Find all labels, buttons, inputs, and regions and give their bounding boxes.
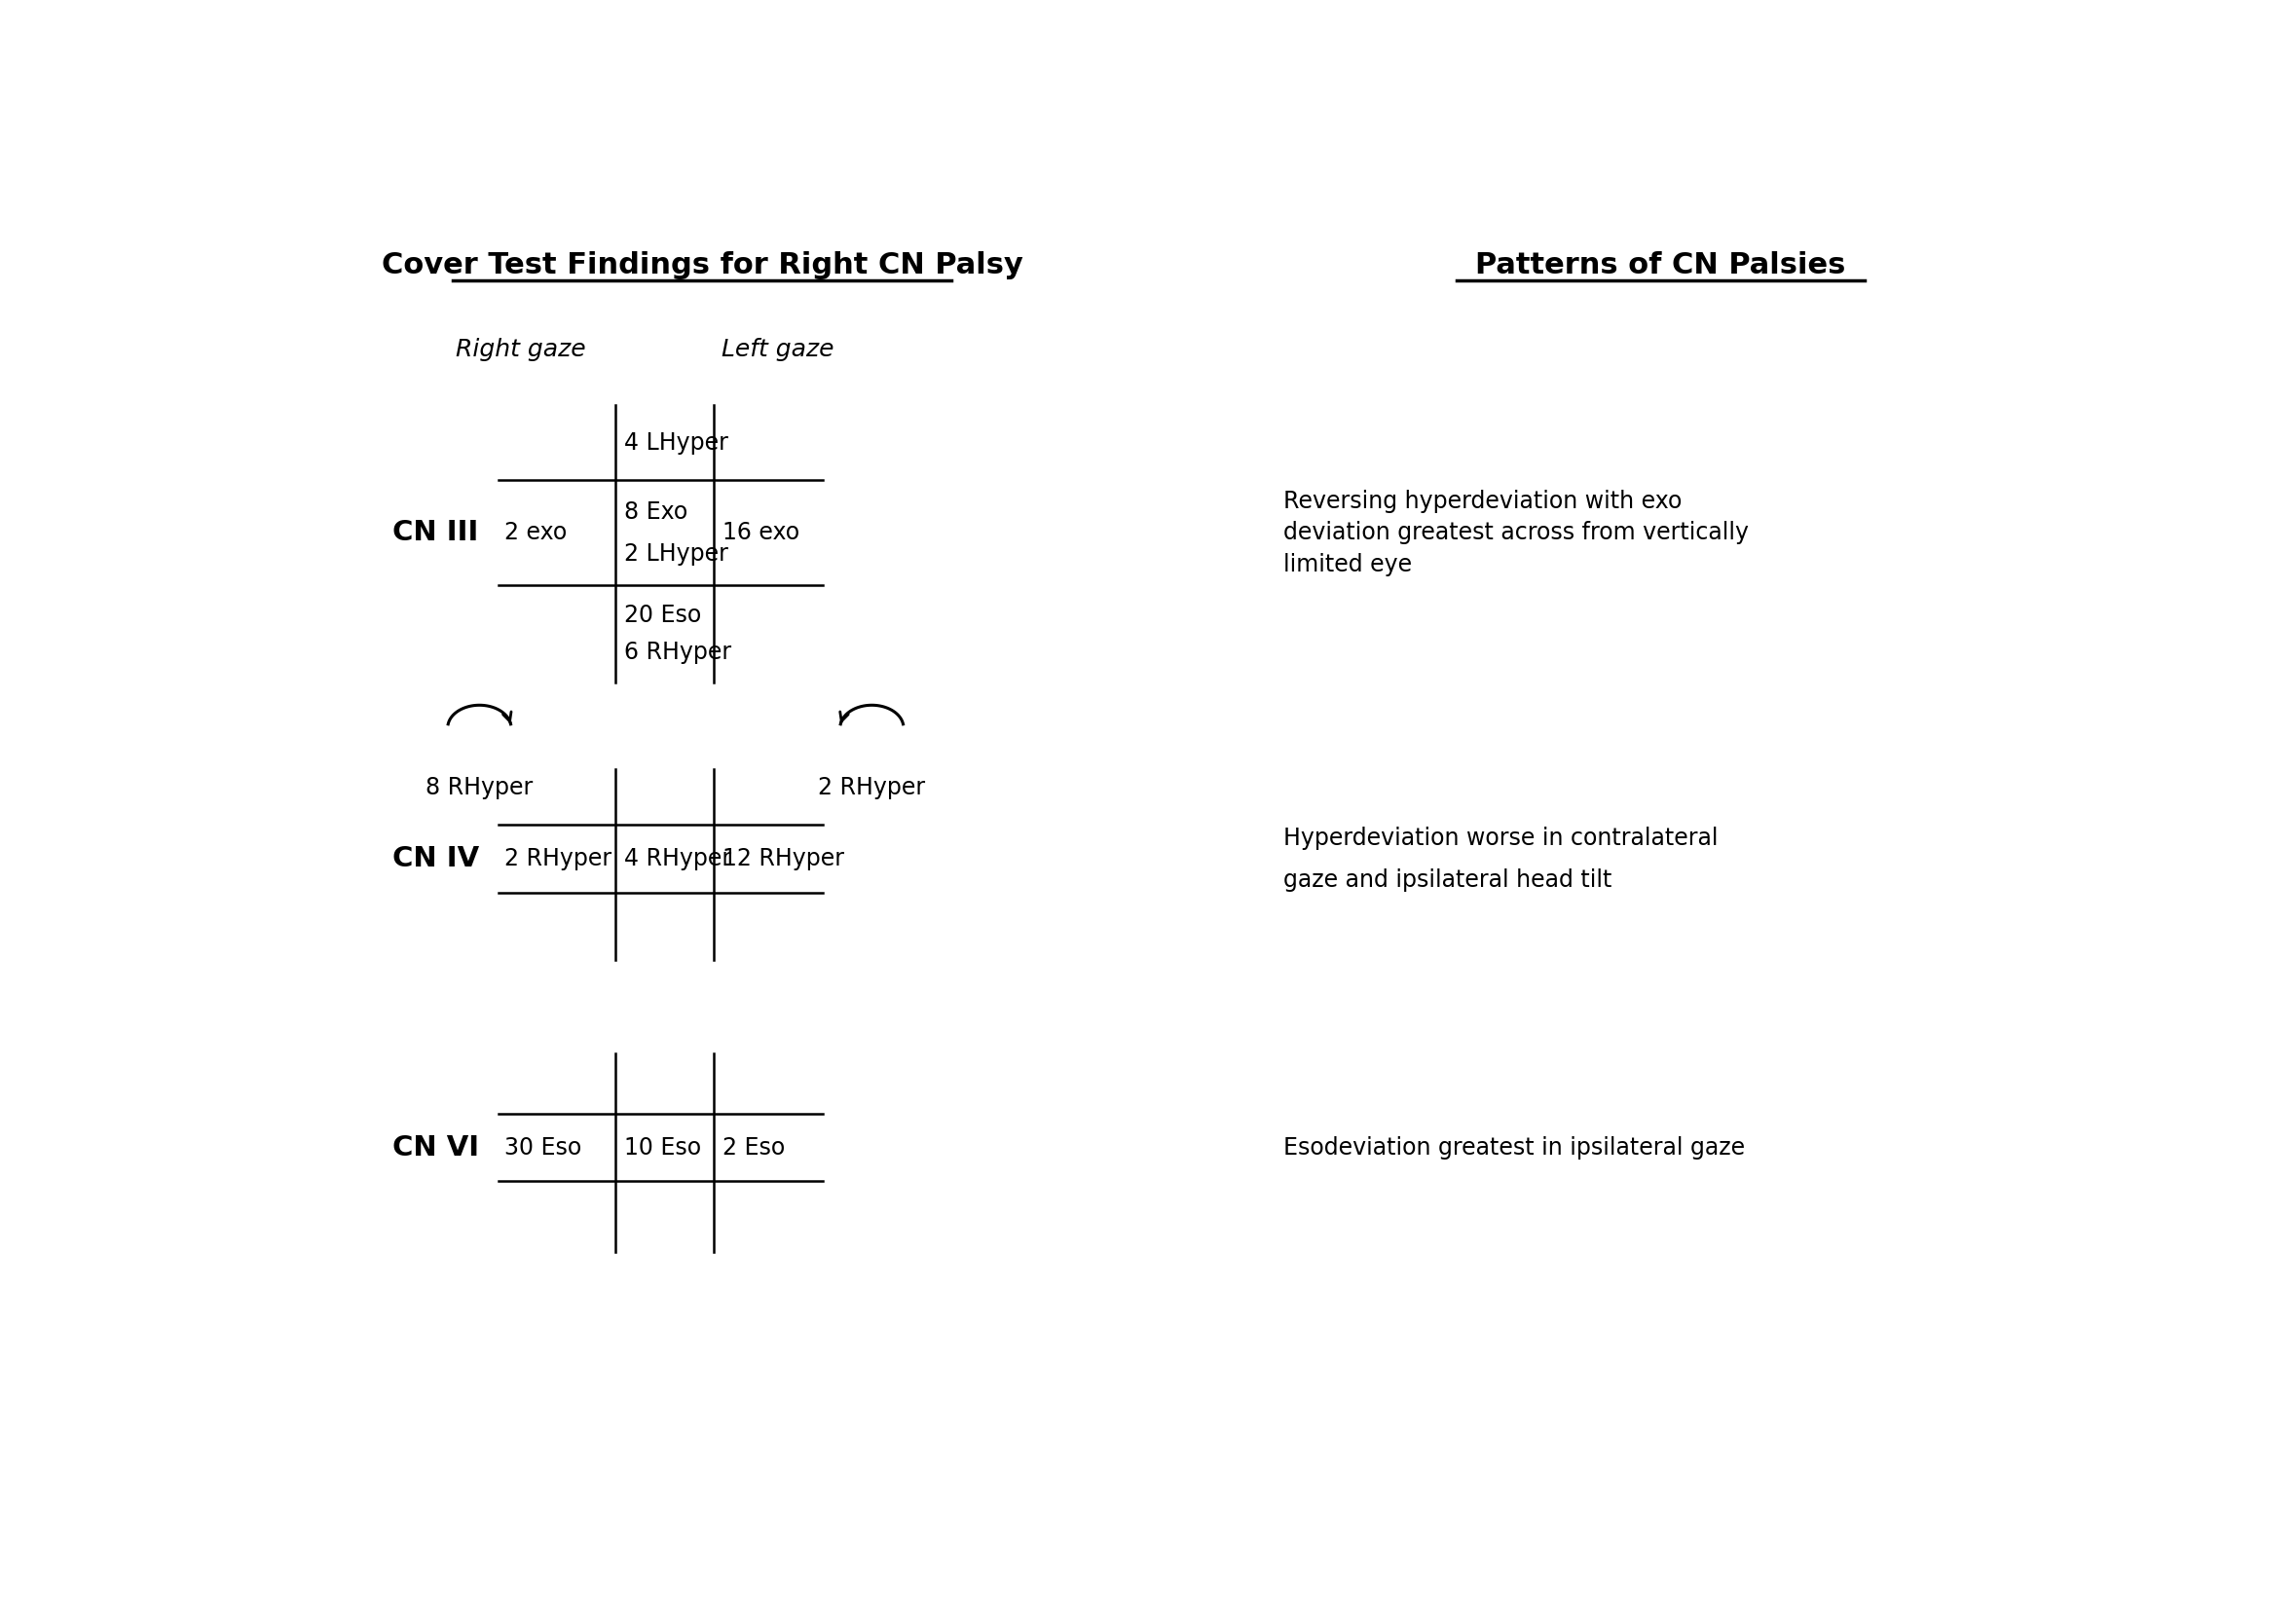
Text: CN VI: CN VI — [393, 1134, 480, 1161]
Text: 2 Eso: 2 Eso — [723, 1135, 785, 1160]
Text: Reversing hyperdeviation with exo: Reversing hyperdeviation with exo — [1283, 490, 1681, 513]
Text: 2 LHyper: 2 LHyper — [625, 542, 728, 566]
Text: 8 RHyper: 8 RHyper — [425, 777, 533, 800]
Text: limited eye: limited eye — [1283, 553, 1412, 576]
Text: CN III: CN III — [393, 519, 478, 547]
Text: Right gaze: Right gaze — [457, 337, 585, 362]
Text: Patterns of CN Palsies: Patterns of CN Palsies — [1476, 251, 1846, 281]
Text: 10 Eso: 10 Eso — [625, 1135, 700, 1160]
Text: 2 exo: 2 exo — [505, 521, 567, 545]
Text: gaze and ipsilateral head tilt: gaze and ipsilateral head tilt — [1283, 868, 1612, 892]
Text: 6 RHyper: 6 RHyper — [625, 641, 732, 665]
Text: 4 LHyper: 4 LHyper — [625, 431, 728, 454]
Text: Hyperdeviation worse in contralateral: Hyperdeviation worse in contralateral — [1283, 826, 1717, 850]
Text: 8 Exo: 8 Exo — [625, 500, 689, 524]
Text: 2 RHyper: 2 RHyper — [505, 847, 611, 871]
Text: 12 RHyper: 12 RHyper — [723, 847, 845, 871]
Text: CN IV: CN IV — [393, 845, 480, 873]
Text: 4 RHyper: 4 RHyper — [625, 847, 732, 871]
Text: Esodeviation greatest in ipsilateral gaze: Esodeviation greatest in ipsilateral gaz… — [1283, 1135, 1745, 1160]
Text: Left gaze: Left gaze — [721, 337, 833, 362]
Text: 30 Eso: 30 Eso — [505, 1135, 581, 1160]
Text: 16 exo: 16 exo — [723, 521, 799, 545]
Text: deviation greatest across from vertically: deviation greatest across from verticall… — [1283, 521, 1750, 545]
Text: 20 Eso: 20 Eso — [625, 603, 703, 626]
Text: 2 RHyper: 2 RHyper — [817, 777, 925, 800]
Text: Cover Test Findings for Right CN Palsy: Cover Test Findings for Right CN Palsy — [381, 251, 1022, 281]
